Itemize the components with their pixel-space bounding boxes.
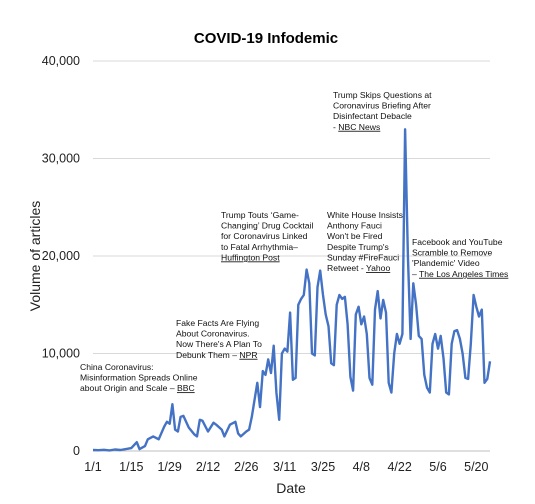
annotation-line: Scramble to Remove [412,248,492,258]
annotation-line: Sunday #FireFauci [327,252,399,262]
annotation-source-line: Huffington Post [221,252,280,262]
annotation-source-line: Retweet - Yahoo [327,263,390,273]
y-axis-label: Volume of articles [27,201,43,312]
annotation-source: Huffington Post [221,252,280,262]
x-tick-label: 1/1 [84,460,101,474]
y-tick-label: 30,000 [42,152,80,166]
annotation-line: White House Insists [327,210,403,220]
annotation-line: to Fatal Arrhythmia– [221,242,298,252]
annotation-line: Won't be Fired [327,231,383,241]
x-tick-label: 1/29 [157,460,181,474]
annotation-line: Despite Trump's [327,242,389,252]
annotation-line: Fake Facts Are Flying [176,318,259,328]
x-tick-label: 4/8 [353,460,370,474]
annotation-line: Anthony Fauci [327,221,382,231]
annotation: China Coronavirus:Misinformation Spreads… [80,362,198,393]
annotation-source-line: about Origin and Scale – BBC [80,383,195,393]
annotation-line: Misinformation Spreads Online [80,373,198,383]
y-tick-label: 10,000 [42,347,80,361]
x-tick-label: 3/25 [311,460,335,474]
annotation-line: 'Plandemic' Video [412,258,480,268]
x-axis-label: Date [276,480,306,496]
x-tick-label: 3/11 [273,460,296,474]
annotation-source: BBC [177,383,195,393]
annotation-line: Coronavirus Briefing After [333,101,431,111]
annotation-line: Changing’ Drug Cocktail [221,221,313,231]
annotation-line: Disinfectant Debacle [333,111,412,121]
annotation-line: Trump Touts ‘Game- [221,210,299,220]
x-tick-label: 2/26 [234,460,258,474]
x-tick-label: 2/12 [196,460,220,474]
annotation-line: Now There's A Plan To [176,339,262,349]
chart-title: COVID-19 Infodemic [194,30,338,47]
x-axis-ticks: 1/1 1/15 1/29 2/12 2/26 3/11 3/25 4/8 4/22 5/6 5/2… [84,460,488,474]
y-axis-ticks: 0 10,000 20,000 30,000 40,000 [42,54,80,458]
annotation-source-line: Debunk Them – NPR [176,350,258,360]
annotation-source: NBC News [338,122,380,132]
annotation-line: China Coronavirus: [80,362,154,372]
annotations: China Coronavirus:Misinformation Spreads… [80,90,508,393]
annotation-line: Facebook and YouTube [412,237,503,247]
x-tick-label: 1/15 [119,460,143,474]
annotation-line: Trump Skips Questions at [333,90,432,100]
annotation-source-line: - NBC News [333,122,380,132]
x-tick-label: 5/20 [464,460,488,474]
y-tick-label: 0 [73,444,80,458]
y-tick-label: 40,000 [42,54,80,68]
annotation-source: The Los Angeles Times [419,269,508,279]
y-tick-label: 20,000 [42,249,80,263]
annotation: Trump Touts ‘Game-Changing’ Drug Cocktai… [221,210,313,262]
annotation-source: NPR [239,350,257,360]
series-line [92,128,492,452]
x-tick-label: 4/22 [387,460,411,474]
annotation-line: for Coronavirus Linked [221,231,308,241]
annotation-source: Yahoo [366,263,390,273]
annotation-source-line: – The Los Angeles Times [412,269,508,279]
x-tick-label: 5/6 [429,460,446,474]
annotation-line: About Coronavirus. [176,329,250,339]
